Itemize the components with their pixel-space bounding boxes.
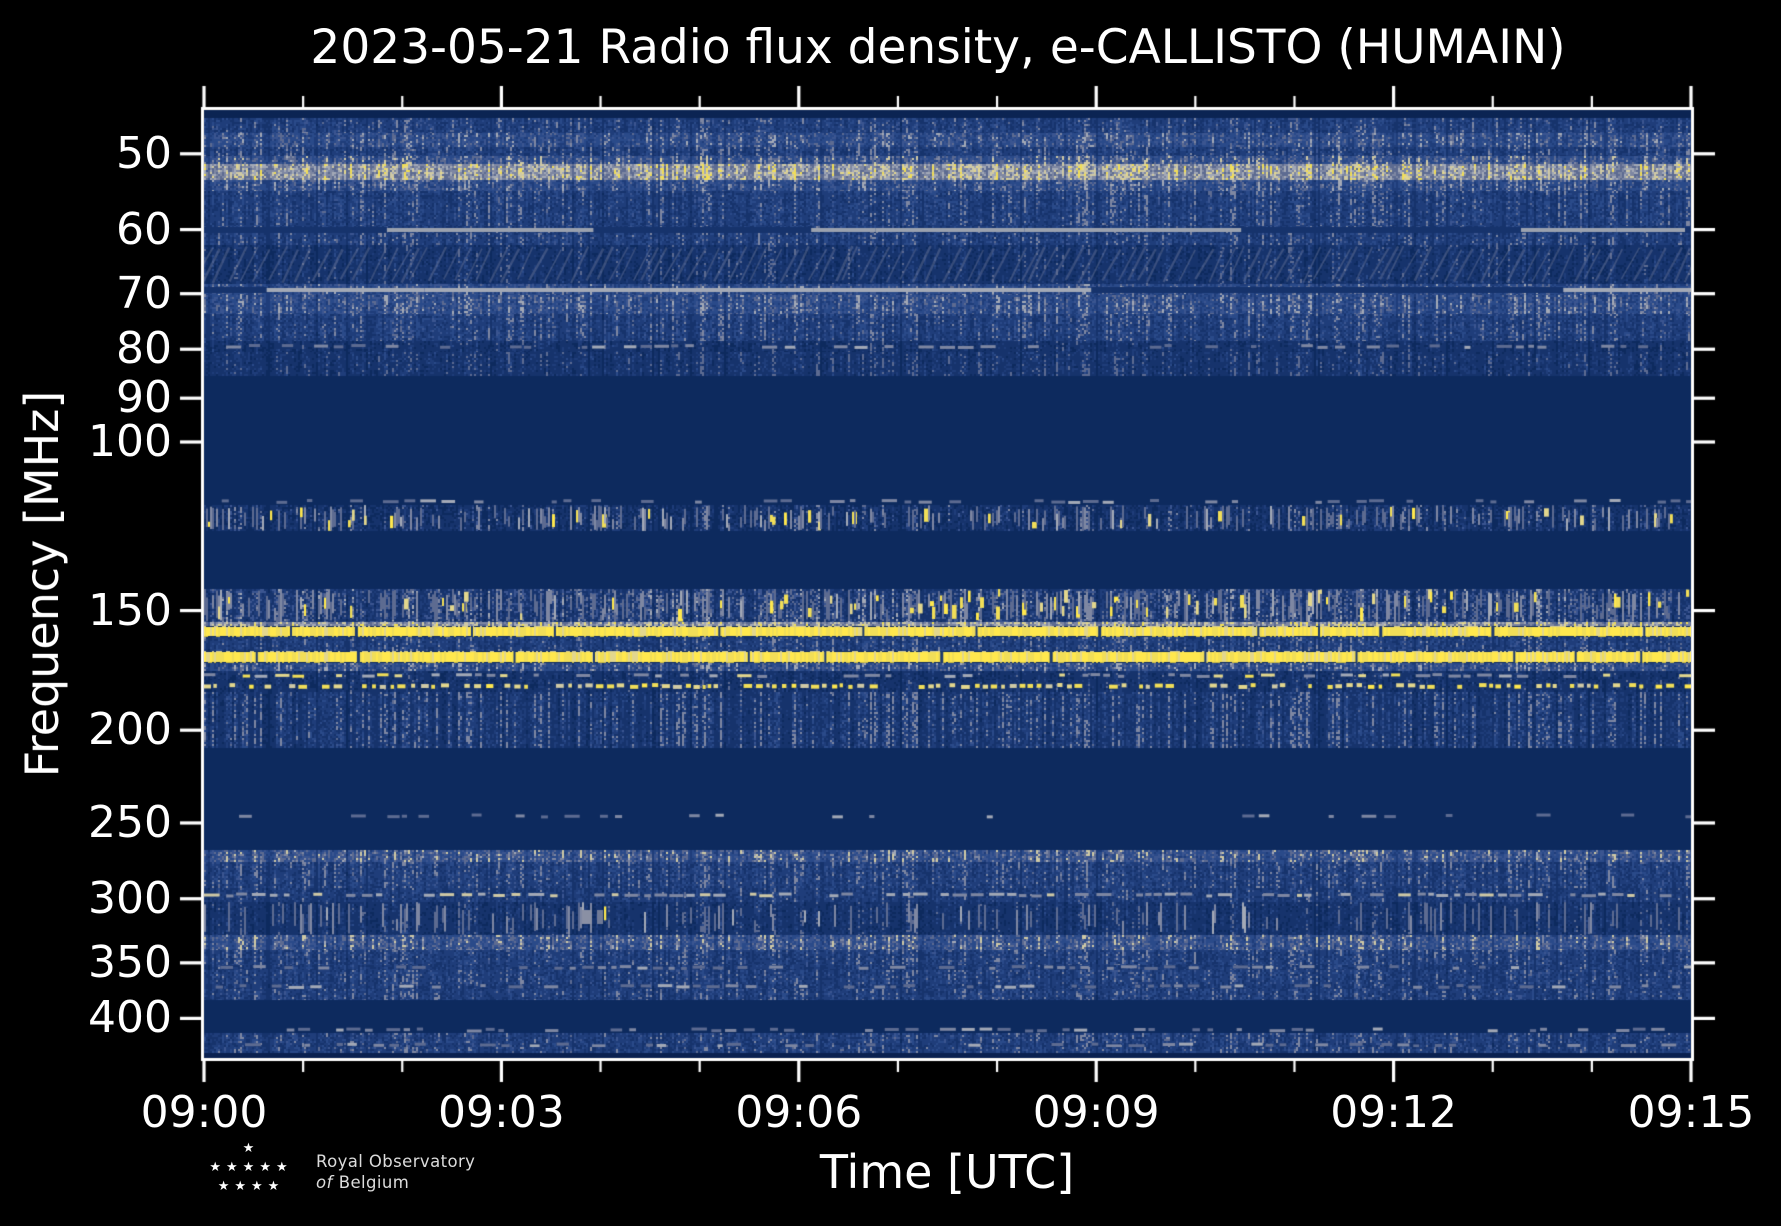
x-tick-label: 09:09 [1032,1087,1160,1138]
star-row: ★★★★ [217,1179,285,1194]
rob-logo-text: Royal Observatory of Belgium [316,1151,475,1193]
star-row: ★ [242,1141,260,1156]
y-tick-label: 50 [116,127,172,179]
x-tick-label: 09:15 [1627,1087,1755,1138]
y-tick-label: 350 [88,936,172,988]
rob-logo-line1: Royal Observatory [316,1152,476,1171]
y-tick-label: 250 [88,796,172,848]
y-tick-label: 60 [116,203,172,255]
y-tick-label: 70 [116,267,172,319]
y-tick-label: 150 [88,584,172,636]
rob-logo-of: of [316,1173,333,1192]
rob-logo-line2: of Belgium [316,1172,475,1193]
rob-logo-stars-icon: ★ ★★★★★ ★★★★ [181,1139,321,1196]
star-row: ★★★★★ [209,1160,293,1175]
x-tick-label: 09:00 [140,1087,268,1138]
y-tick-label: 400 [88,992,172,1044]
y-tick-label: 300 [88,872,172,924]
y-tick-label: 100 [88,415,172,467]
chart-title: 2023-05-21 Radio flux density, e-CALLIST… [310,20,1566,75]
y-tick-label: 90 [116,372,172,424]
x-axis-label: Time [UTC] [819,1145,1075,1199]
x-tick-label: 09:03 [437,1087,565,1138]
y-tick-label: 200 [88,704,172,756]
x-tick-label: 09:12 [1330,1087,1457,1138]
y-tick-label: 80 [116,323,172,375]
rob-logo-belgium: Belgium [338,1173,410,1192]
x-tick-label: 09:06 [735,1087,863,1138]
